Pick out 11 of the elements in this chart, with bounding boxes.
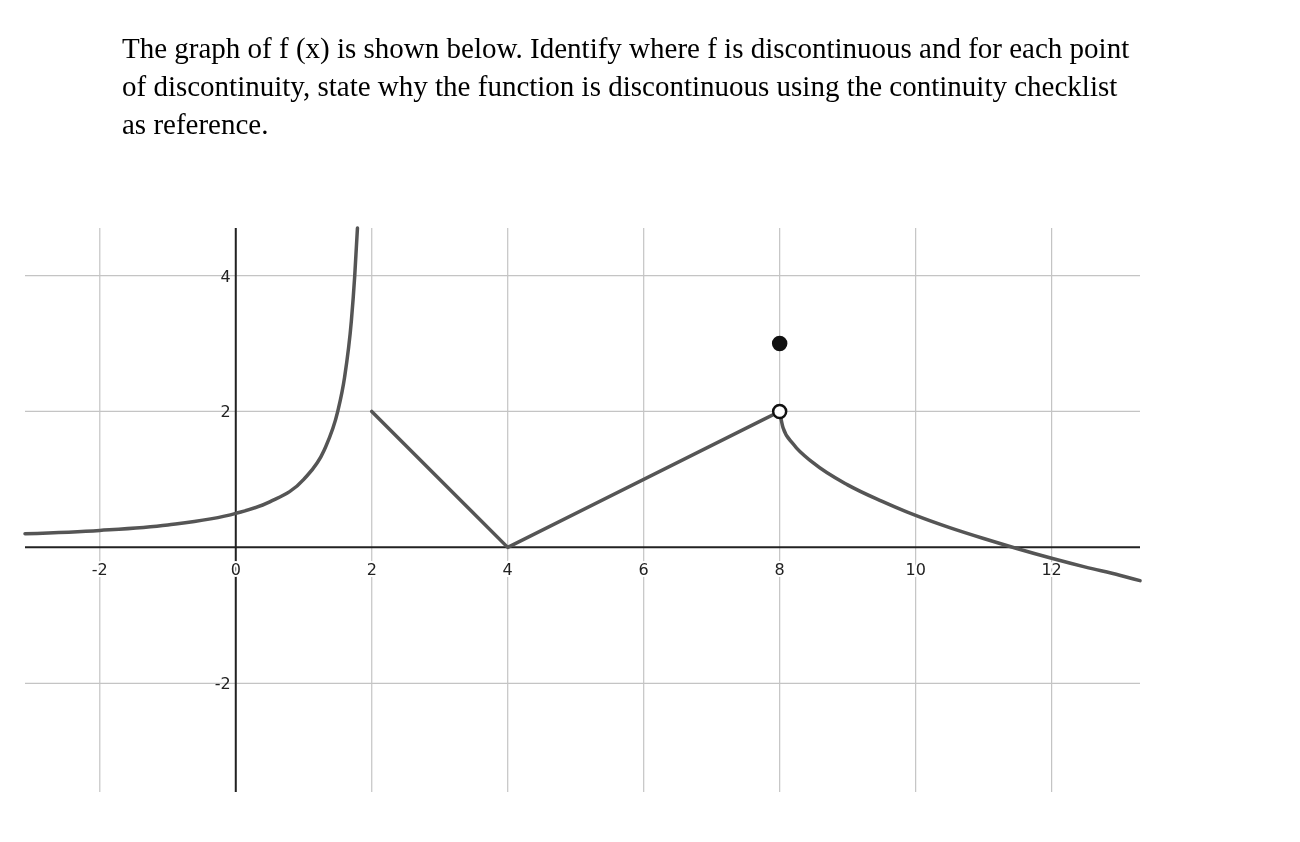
- chart-title: The graph of f (x) is shown below. Identify where f is discontinuous and for each point of discontinuity, state why the function is discontinuous using the continuity checklist as reference.: [122, 32, 1130, 140]
- x-tick-label: 4: [502, 560, 513, 580]
- x-tick-label: 2: [366, 560, 377, 580]
- x-tick-label: 12: [1041, 560, 1062, 580]
- x-tick-label: 6: [638, 560, 649, 580]
- x-tick-label: -2: [91, 560, 108, 580]
- x-tick-label: 10: [905, 560, 926, 580]
- y-tick-label: 2: [220, 402, 231, 422]
- x-tick-label: 8: [774, 560, 785, 580]
- y-tick-label: 4: [220, 266, 231, 286]
- y-tick-label: -2: [214, 674, 231, 694]
